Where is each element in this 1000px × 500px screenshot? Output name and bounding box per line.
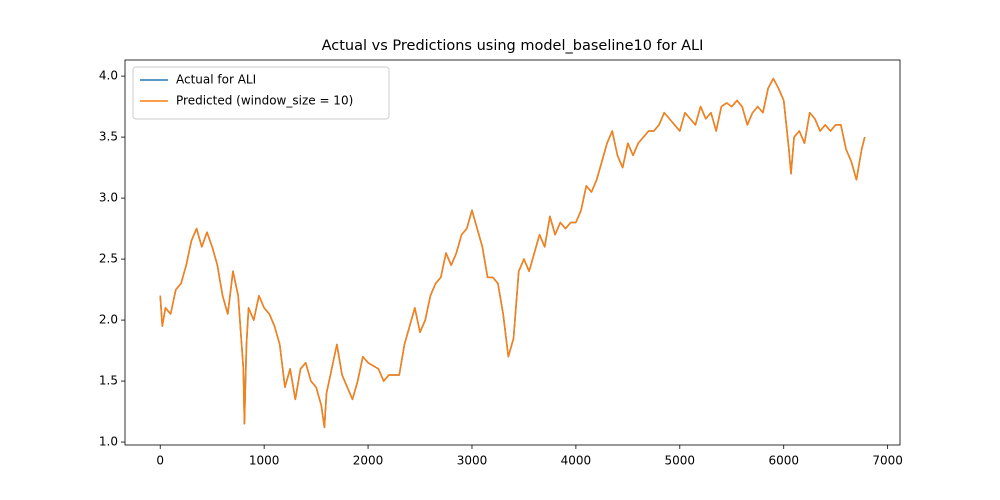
- chart-title: Actual vs Predictions using model_baseli…: [322, 38, 704, 54]
- y-tick-label: 2.5: [99, 252, 118, 266]
- x-tick-label: 7000: [872, 454, 903, 468]
- legend-box: [132, 66, 390, 120]
- x-tick-label: 2000: [353, 454, 384, 468]
- x-tick-label: 6000: [768, 454, 799, 468]
- x-tick-label: 4000: [561, 454, 592, 468]
- legend-label: Actual for ALI: [176, 73, 256, 87]
- series-line: [159, 77, 866, 429]
- y-tick-label: 3.5: [99, 130, 118, 144]
- legend-label: Predicted (window_size = 10): [176, 94, 353, 108]
- y-tick-label: 4.0: [99, 69, 118, 83]
- y-tick-label: 2.0: [99, 313, 118, 327]
- x-tick-label: 3000: [457, 454, 488, 468]
- x-tick-label: 1000: [249, 454, 280, 468]
- y-tick-label: 1.0: [99, 435, 118, 449]
- plot-frame: [124, 59, 901, 446]
- y-tick-label: 1.5: [99, 374, 118, 388]
- x-tick-label: 5000: [665, 454, 696, 468]
- x-tick-label: 0: [156, 454, 164, 468]
- y-tick-label: 3.0: [99, 191, 118, 205]
